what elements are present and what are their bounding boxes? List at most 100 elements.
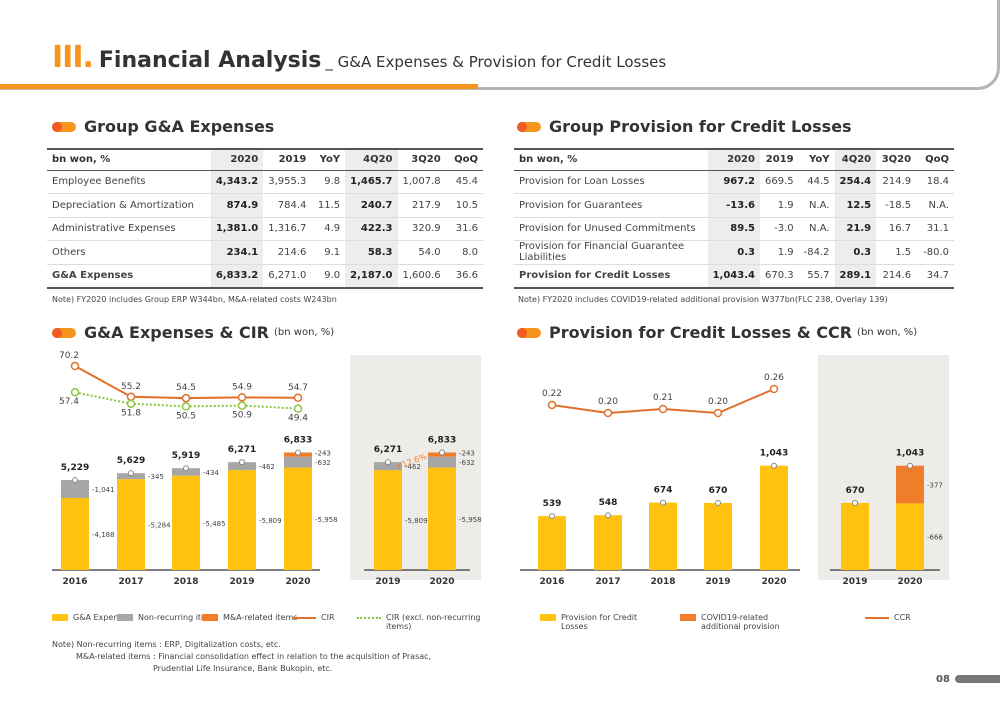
bar-value-label: 670 [709, 486, 728, 496]
table-header-cell: 4Q20 [345, 148, 398, 171]
bar-value-label: -4,188 [92, 531, 115, 539]
table-cell: 4,343.2 [210, 170, 264, 194]
bar-total-label: 6,271 [228, 445, 256, 455]
bar-segment [228, 462, 256, 471]
bar-segment [172, 468, 200, 476]
inset-value-label: -462 [405, 463, 421, 471]
table-cell: Provision for Unused Commitments [514, 217, 708, 241]
inset-bar-segment [428, 467, 456, 570]
ccr-point [603, 408, 613, 418]
cir-point [126, 392, 136, 401]
cir-point [126, 399, 136, 408]
table-cell: 9.1 [311, 240, 346, 265]
table-cell: N.A. [798, 217, 835, 241]
bar-value-label: -5,809 [259, 517, 282, 525]
x-tick-label: 2020 [761, 577, 786, 587]
inset-bar-segment [841, 503, 869, 570]
table-cell: 1,007.8 [397, 170, 446, 194]
x-tick-label: 2016 [62, 577, 87, 587]
inset-total-label: 6,833 [428, 435, 456, 445]
legend-label: CIR (excl. non-recurring items) [386, 613, 481, 631]
inset-x-tick-label: 2020 [429, 577, 454, 587]
cir-label: 54.9 [232, 382, 252, 392]
legend-item: CIR [292, 613, 335, 624]
bar-value-label: -5,284 [148, 522, 171, 530]
bar [760, 465, 788, 570]
table-row: Provision for Loan Losses 967.2 669.5 44.5 2… [514, 170, 954, 194]
section-number: III. [52, 40, 94, 75]
legend-swatch [117, 614, 133, 621]
table-cell: 422.3 [345, 217, 398, 241]
bar [538, 516, 566, 570]
cir-label: 50.5 [176, 411, 196, 421]
table-cell: 1,600.6 [397, 263, 446, 289]
bullet-icon [52, 121, 76, 132]
inset-background [350, 355, 481, 580]
ga-expenses-table: bn won, % 2020 2019 YoY 4Q20 3Q20 QoQ Employee… [47, 148, 483, 289]
table-cell: 3,955.3 [263, 170, 312, 194]
bar-top-marker [128, 470, 134, 477]
table-cell: 21.9 [834, 217, 877, 241]
table-cell: 214.6 [876, 263, 917, 289]
inset-value-label: -377 [927, 482, 943, 490]
title-sub: _ G&A Expenses & Provision for Credit Lo… [325, 53, 667, 71]
table-cell: Provision for Financial Guarantee Liabil… [514, 240, 708, 265]
legend-label: Provision for Credit Losses [561, 613, 638, 631]
cir-label: 50.9 [232, 411, 252, 421]
ccr-point [658, 404, 668, 414]
cir-label: 49.4 [288, 414, 308, 424]
bar-value-label: -345 [148, 473, 164, 481]
table-cell: 214.6 [263, 240, 312, 265]
bar-value-label: -434 [203, 469, 219, 477]
table-row: Provision for Unused Commitments 89.5 -3.0… [514, 217, 954, 241]
table-cell: 967.2 [707, 170, 760, 194]
title-main: Financial Analysis [98, 48, 322, 73]
bullet-icon [517, 327, 541, 338]
cir-point [293, 393, 303, 403]
table-row: G&A Expenses 6,833.2 6,271.0 9.0 2,187.0 1,60… [47, 263, 483, 289]
bar-value-label: -462 [259, 463, 275, 471]
table-cell: 16.7 [876, 217, 917, 241]
legend-swatch [680, 614, 696, 621]
ga-cir-chart: 5,229 -4,188 -1,041 2016 5,629 -5,284 -345 2017… [52, 351, 482, 587]
inset-value-label: -243 [459, 450, 475, 458]
table-cell: 45.4 [445, 170, 483, 194]
table-cell: 10.5 [445, 193, 483, 218]
table-cell: 784.4 [263, 193, 312, 218]
bar-top-marker [72, 477, 78, 484]
bar-segment [228, 470, 256, 570]
table-cell: 320.9 [397, 217, 446, 241]
bar-top-marker [771, 462, 777, 469]
cir-point [181, 402, 191, 411]
bar [704, 503, 732, 570]
bar-segment [61, 497, 89, 570]
table-cell: 34.7 [916, 263, 954, 289]
table-cell: 217.9 [397, 193, 446, 218]
table-header-cell: bn won, % [514, 148, 708, 171]
inset-bar-segment [428, 456, 456, 468]
inset-value-label: -5,809 [405, 517, 428, 525]
bar-top-marker [239, 459, 245, 466]
cir-line [74, 365, 299, 400]
pcl-table-note: Note) FY2020 includes COVID19-related ad… [518, 295, 888, 304]
bottom-note-line3: Prudential Life Insurance, Bank Bukopin,… [153, 664, 333, 673]
table-cell: 9.8 [311, 170, 346, 194]
table-cell: 0.3 [834, 240, 877, 265]
table-cell: 4.9 [311, 217, 346, 241]
inset-bar-top-marker [385, 459, 391, 466]
header-accent-rule [0, 84, 478, 89]
table-header-cell: QoQ [916, 148, 954, 171]
ga-table-note: Note) FY2020 includes Group ERP W344bn, … [52, 295, 337, 304]
table-cell: -18.5 [876, 193, 917, 218]
table-cell: Provision for Guarantees [514, 193, 708, 218]
table-cell: Provision for Credit Losses [514, 263, 708, 289]
bar-total-label: 5,629 [117, 456, 145, 466]
legend-swatch [292, 617, 316, 624]
table-row: Others 234.1 214.6 9.1 58.3 54.0 8.0 [47, 240, 483, 265]
table-header-cell: 4Q20 [834, 148, 877, 171]
table-header-cell: 2019 [263, 148, 312, 171]
x-tick-label: 2017 [118, 577, 143, 587]
table-header-cell: 3Q20 [397, 148, 446, 171]
cir-label: 54.7 [288, 383, 308, 393]
bottom-note-line1: Note) Non-recurring items : ERP, Digital… [52, 640, 281, 649]
